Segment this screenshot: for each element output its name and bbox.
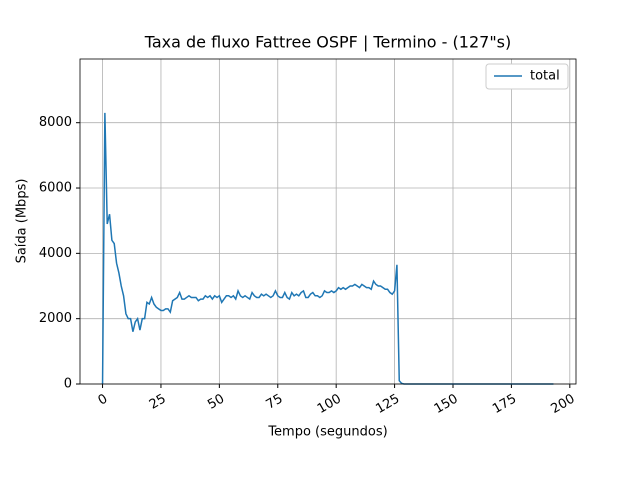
x-tick-label: 50 [205, 392, 227, 413]
legend-label: total [530, 69, 560, 84]
data-line [101, 112, 554, 385]
chart-title: Taxa de fluxo Fattree OSPF | Termino - (… [144, 33, 512, 52]
y-axis-label: Saída (Mbps) [15, 179, 30, 264]
y-tick-label: 6000 [39, 181, 72, 196]
plot-frame [79, 58, 577, 385]
y-tick-label: 0 [64, 377, 72, 392]
x-axis-label: Tempo (segundos) [267, 425, 387, 440]
x-tick-label: 25 [147, 392, 169, 413]
x-tick-label: 75 [264, 392, 286, 413]
y-tick-label: 2000 [39, 311, 72, 326]
y-tick-label: 8000 [39, 115, 72, 130]
legend-box [485, 63, 569, 90]
y-tick-label: 4000 [39, 246, 72, 261]
